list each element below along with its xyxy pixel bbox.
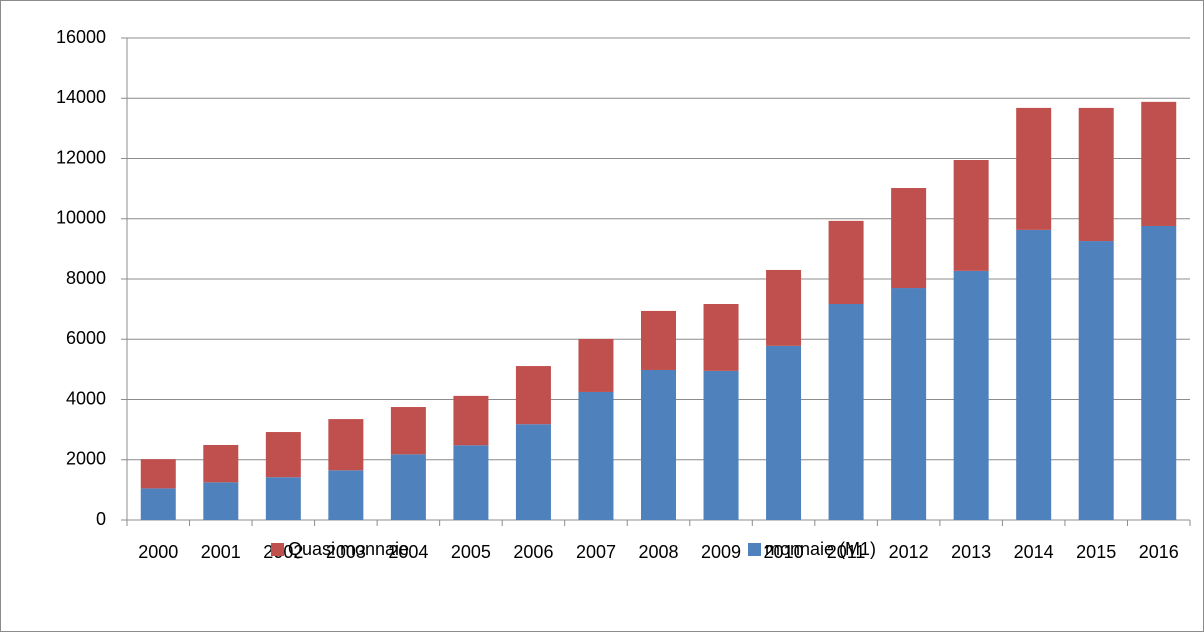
bar-segment xyxy=(891,188,927,289)
bar-segment xyxy=(766,269,802,346)
bar-segment xyxy=(1078,241,1114,521)
bar-segment xyxy=(140,488,176,520)
bar-segment xyxy=(265,432,301,478)
x-tick-label: 2009 xyxy=(701,542,741,562)
bar-segment xyxy=(953,160,989,271)
x-tick-label: 2007 xyxy=(576,542,616,562)
bar-segment xyxy=(390,454,426,520)
y-tick-label: 10000 xyxy=(56,208,106,228)
y-tick-label: 16000 xyxy=(56,27,106,47)
legend-label: monnaie (M1) xyxy=(765,539,876,559)
x-tick-label: 2005 xyxy=(451,542,491,562)
x-tick-label: 2012 xyxy=(889,542,929,562)
y-tick-label: 4000 xyxy=(66,388,106,408)
bar-segment xyxy=(453,395,489,446)
bar-segment xyxy=(453,445,489,520)
bar-segment xyxy=(328,470,364,520)
bar-segment xyxy=(891,288,927,520)
x-tick-label: 2013 xyxy=(951,542,991,562)
bar-segment xyxy=(578,391,614,520)
legend-swatch xyxy=(748,543,761,556)
x-tick-label: 2011 xyxy=(827,542,866,562)
legend-label: Quasi monnaie xyxy=(288,539,409,559)
bar-segment xyxy=(641,369,676,520)
x-tick-label: 2004 xyxy=(388,542,428,562)
x-tick-label: 2008 xyxy=(638,542,678,562)
bar-segment xyxy=(641,310,676,370)
bar-segment xyxy=(203,444,239,483)
bar-segment xyxy=(140,459,176,489)
x-tick-label: 2001 xyxy=(201,542,241,562)
x-tick-label: 2003 xyxy=(326,542,366,562)
bar-segment xyxy=(515,366,551,425)
y-tick-label: 2000 xyxy=(66,449,106,469)
y-tick-label: 12000 xyxy=(56,147,106,167)
x-tick-label: 2014 xyxy=(1014,542,1054,562)
bar-segment xyxy=(953,270,989,520)
bar-segment xyxy=(703,370,739,520)
y-tick-label: 14000 xyxy=(56,87,106,107)
y-tick-label: 6000 xyxy=(66,328,106,348)
bar-segment xyxy=(1078,107,1114,242)
x-tick-label: 2016 xyxy=(1139,542,1179,562)
bar-segment xyxy=(203,482,239,520)
bar-segment xyxy=(828,220,864,305)
bar-segment xyxy=(828,304,864,520)
bar-segment xyxy=(390,407,426,455)
x-tick-label: 2015 xyxy=(1076,542,1116,562)
bar-segment xyxy=(1016,229,1052,521)
legend-swatch xyxy=(271,543,284,556)
bar-segment xyxy=(578,338,614,392)
bar-segment xyxy=(1016,107,1052,230)
x-tick-label: 2000 xyxy=(138,542,178,562)
bar-segment xyxy=(265,477,301,520)
x-tick-label: 2006 xyxy=(513,542,553,562)
x-tick-label: 2010 xyxy=(764,542,804,562)
bar-segment xyxy=(328,419,364,471)
bar-segment xyxy=(515,424,551,520)
bar-segment xyxy=(703,304,739,371)
bar-segment xyxy=(1141,101,1177,226)
y-tick-label: 8000 xyxy=(66,268,106,288)
bar-segment xyxy=(766,345,802,520)
bar-segment xyxy=(1141,225,1177,521)
y-tick-label: 0 xyxy=(96,509,106,529)
